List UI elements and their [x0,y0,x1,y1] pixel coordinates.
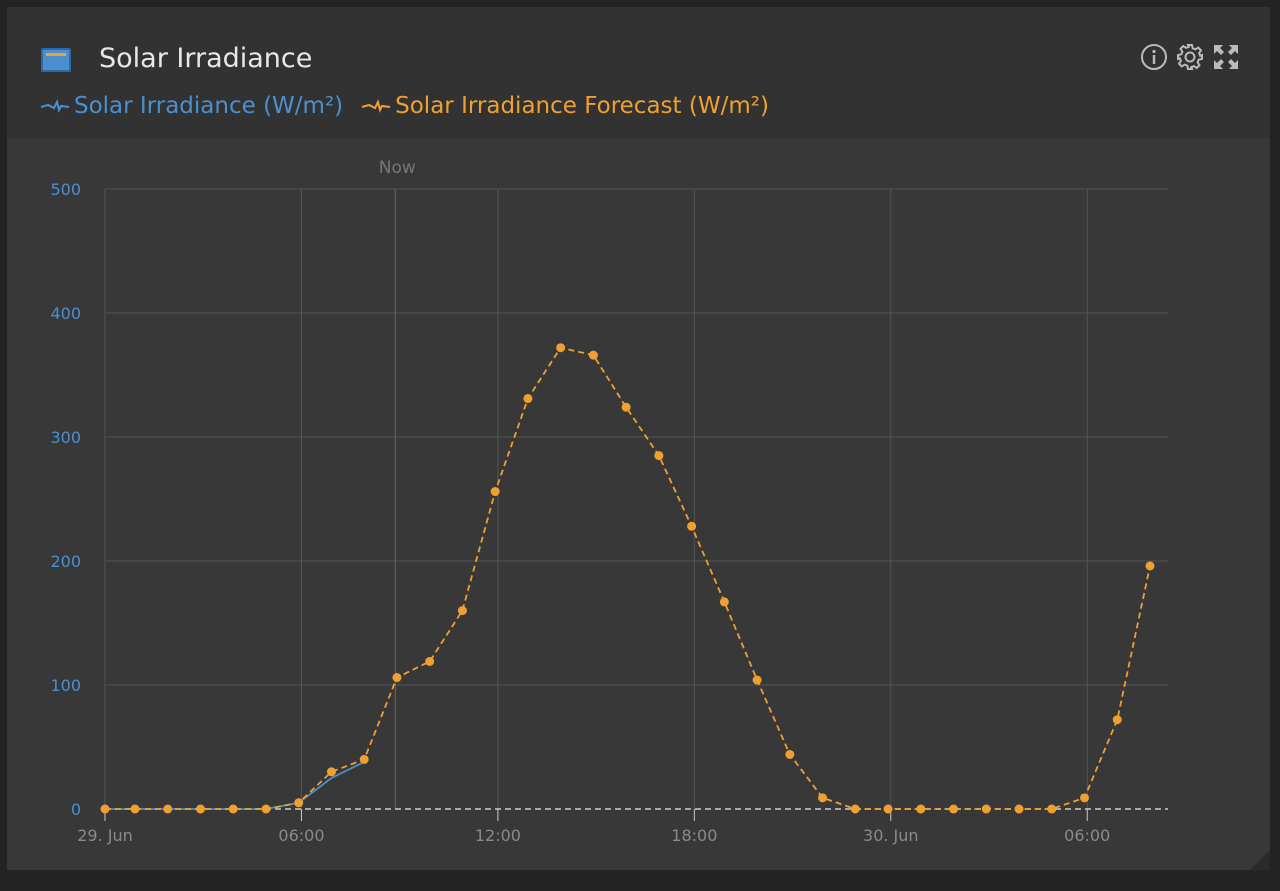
chart-area: 0 100 200 300 400 500 29. Jun 06:00 12:00 18:00 30… [7,138,1270,870]
data-point [818,793,828,803]
legend-item-forecast[interactable]: Solar Irradiance Forecast (W/m²) [361,93,769,119]
series-line-1 [105,346,1151,810]
data-point [785,749,795,759]
y-tick-label: 400 [50,304,81,323]
x-tick-label: 29. Jun [77,826,133,845]
widget-header: Solar Irradiance Solar Irradiance (W/m²)… [7,7,1270,138]
data-point [392,673,402,683]
y-tick-label: 100 [50,676,81,695]
y-tick-label: 500 [50,180,81,199]
data-point [949,804,959,814]
data-point [752,675,762,685]
data-point [425,656,435,666]
gear-icon[interactable] [1176,43,1204,71]
data-point [621,402,631,412]
data-point [523,394,533,404]
widget-title: Solar Irradiance [99,43,313,74]
y-tick-label: 300 [50,428,81,447]
x-tick-label: 12:00 [475,826,521,845]
series-line-icon [361,99,391,113]
now-label: Now [379,158,416,178]
chart-legend: Solar Irradiance (W/m²) Solar Irradiance… [40,93,769,119]
data-point [163,804,173,814]
data-point [556,343,566,353]
data-point [981,804,991,814]
x-tick-label: 30. Jun [863,826,919,845]
y-tick-label: 0 [71,800,81,819]
data-point [294,798,304,808]
data-point [490,487,500,497]
data-point [719,597,729,607]
data-point [1047,804,1057,814]
data-point [588,350,598,360]
data-point [1112,715,1122,725]
x-tick-label: 06:00 [1064,826,1110,845]
data-point [687,521,697,531]
data-point [1145,561,1155,571]
data-point [916,804,926,814]
data-point [883,804,893,814]
data-point [130,804,140,814]
solar-panel-icon [41,48,71,72]
data-point [326,767,336,777]
resize-handle[interactable] [1250,850,1270,870]
data-point [850,804,860,814]
data-point [359,754,369,764]
series-line-icon [40,99,70,113]
data-point [457,606,467,616]
data-point [228,804,238,814]
x-tick-label: 18:00 [671,826,717,845]
expand-icon[interactable] [1212,43,1240,71]
data-point [1014,804,1024,814]
y-tick-label: 200 [50,552,81,571]
x-tick-label: 06:00 [278,826,324,845]
data-point [654,451,664,461]
legend-label: Solar Irradiance (W/m²) [74,93,344,119]
legend-item-actual[interactable]: Solar Irradiance (W/m²) [40,93,343,119]
widget-panel: Solar Irradiance Solar Irradiance (W/m²)… [7,7,1270,870]
series-line-0 [105,761,365,810]
legend-label: Solar Irradiance Forecast (W/m²) [395,93,769,119]
data-point [261,804,271,814]
data-point [195,804,205,814]
data-point [1080,793,1090,803]
irradiance-chart: 0 100 200 300 400 500 29. Jun 06:00 12:00 18:00 30… [50,158,1168,845]
info-icon[interactable] [1140,43,1168,71]
data-point [100,804,110,814]
